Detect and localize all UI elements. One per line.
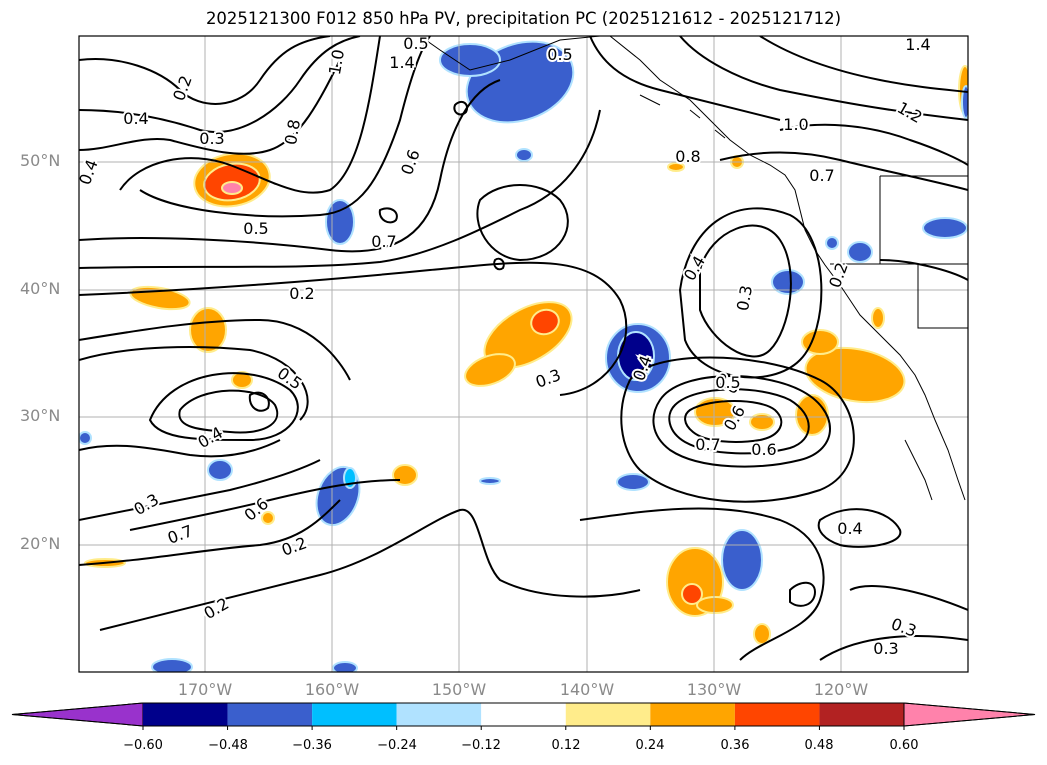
precip-blob <box>771 269 805 295</box>
precip-blob <box>207 459 233 481</box>
precip-blob <box>847 241 873 263</box>
contour-label: 0.4 <box>837 519 862 538</box>
precip-blob <box>696 596 734 614</box>
precip-blob <box>753 623 771 645</box>
colorbar-extend-high <box>903 702 1036 727</box>
contour-label: 0.3 <box>199 129 224 148</box>
colorbar-segment <box>396 703 482 726</box>
contour-label: 0.7 <box>371 232 396 251</box>
colorbar-segment <box>481 703 566 726</box>
precip-blob <box>464 353 516 387</box>
colorbar-segment <box>143 703 228 726</box>
precip-blob <box>922 217 968 239</box>
precip-blob <box>189 307 227 353</box>
precip-blob <box>530 308 560 336</box>
precip-blob <box>332 661 358 672</box>
contour-label: 0.4 <box>123 109 148 128</box>
colorbar-extend-low <box>11 702 144 727</box>
colorbar-segment <box>650 703 735 726</box>
colorbar-tick: −0.36 <box>292 738 332 753</box>
lon-label-140w: 140°W <box>559 680 615 699</box>
precip-blob <box>261 511 275 525</box>
precip-blob <box>151 658 193 672</box>
colorbar-tick: 0.48 <box>804 738 834 753</box>
precip-blob <box>721 529 763 591</box>
colorbar-tick: 0.24 <box>635 738 665 753</box>
colorbar-segment <box>819 703 904 726</box>
pv-contours <box>79 36 968 661</box>
contour-label: 0.8 <box>675 147 700 166</box>
colorbar-segment <box>565 703 651 726</box>
lat-label-50n: 50°N <box>20 151 61 170</box>
precip-blob <box>749 413 775 431</box>
contour-label: 0.6 <box>751 440 776 459</box>
colorbar-tick: −0.12 <box>461 738 501 753</box>
contour-label: 0.7 <box>695 435 720 454</box>
contour-label: 0.5 <box>715 373 740 392</box>
colorbar-tick: −0.24 <box>377 738 417 753</box>
colorbar <box>11 702 1036 730</box>
contour-label: 1.0 <box>783 115 808 134</box>
precip-blob <box>795 394 829 436</box>
precip-blob <box>616 473 650 491</box>
colorbar-tick: 0.36 <box>720 738 750 753</box>
precip-blob <box>804 346 906 404</box>
precip-blob <box>961 85 968 119</box>
precip-blob <box>479 477 501 485</box>
lat-label-30n: 30°N <box>20 406 61 425</box>
lon-label-120w: 120°W <box>813 680 869 699</box>
precip-blob <box>231 371 253 389</box>
contour-label: 1.4 <box>389 53 414 72</box>
contour-label: 0.5 <box>403 34 428 53</box>
precip-blob <box>667 162 685 172</box>
lon-label-130w: 130°W <box>686 680 742 699</box>
precip-blob <box>515 148 533 162</box>
colorbar-segment <box>227 703 313 726</box>
contour-label: 0.3 <box>733 284 756 312</box>
lon-label-150w: 150°W <box>431 680 487 699</box>
precip-blob <box>79 431 92 445</box>
precip-blob <box>825 236 839 250</box>
plot-title: 2025121300 F012 850 hPa PV, precipitatio… <box>205 9 842 28</box>
colorbar-tick: −0.60 <box>123 738 163 753</box>
precip-blob <box>325 199 355 245</box>
precip-blob <box>439 43 501 77</box>
colorbar-segment <box>312 703 397 726</box>
precip-blob <box>681 583 703 605</box>
precip-blob <box>392 464 418 486</box>
contour-label: 0.2 <box>289 284 314 303</box>
lon-label-160w: 160°W <box>304 680 360 699</box>
precip-blob <box>871 307 885 329</box>
precip-blob <box>801 329 839 355</box>
colorbar-tick: 0.60 <box>889 738 919 753</box>
colorbar-tick: −0.48 <box>208 738 248 753</box>
contour-label: 1.4 <box>905 35 930 54</box>
colorbar-segment <box>734 703 820 726</box>
colorbar-tick: 0.12 <box>551 738 581 753</box>
precip-blob <box>221 181 243 195</box>
lon-label-170w: 170°W <box>177 680 233 699</box>
lat-label-20n: 20°N <box>20 534 61 553</box>
contour-label: 0.7 <box>809 166 834 185</box>
contour-label: 0.5 <box>243 219 268 238</box>
contour-label: 0.3 <box>873 639 898 658</box>
lat-label-40n: 40°N <box>20 279 61 298</box>
map-frame <box>78 35 969 673</box>
contour-label: 0.5 <box>547 45 572 64</box>
